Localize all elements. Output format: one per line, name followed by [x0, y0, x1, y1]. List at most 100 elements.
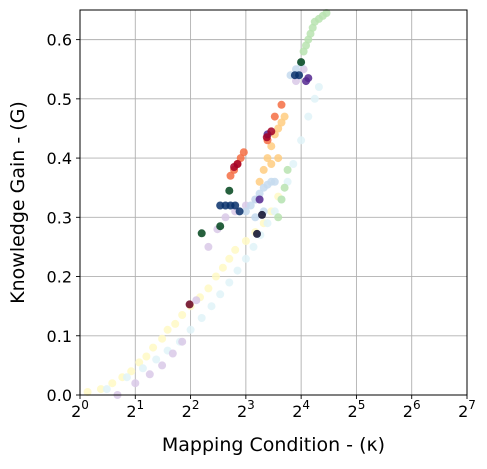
- data-point: [204, 242, 213, 251]
- data-point: [304, 74, 313, 83]
- data-point: [310, 94, 319, 103]
- data-point: [185, 300, 194, 309]
- data-point: [263, 219, 272, 228]
- data-point: [322, 9, 331, 17]
- data-point: [152, 355, 161, 364]
- data-point: [241, 207, 250, 216]
- grid: [79, 10, 468, 396]
- x-tick-label: 27: [458, 398, 476, 421]
- data-point: [274, 213, 283, 222]
- data-point: [236, 154, 245, 163]
- data-point: [277, 100, 286, 109]
- point-series: [83, 192, 283, 396]
- data-points: [83, 9, 331, 399]
- data-point: [96, 385, 105, 394]
- data-point: [108, 379, 117, 388]
- data-point: [297, 136, 306, 145]
- x-tick-label: 26: [403, 398, 421, 421]
- data-point: [131, 379, 140, 388]
- data-point: [171, 319, 180, 328]
- x-tick-label: 25: [348, 398, 366, 421]
- x-tick-label: 20: [71, 398, 89, 421]
- data-point: [246, 201, 255, 210]
- data-point: [192, 296, 201, 305]
- y-axis-label: Knowledge Gain - (G): [7, 101, 29, 304]
- data-point: [280, 112, 289, 121]
- data-point: [314, 83, 323, 91]
- point-series: [253, 210, 266, 238]
- data-point: [197, 229, 206, 238]
- data-point: [263, 154, 272, 163]
- data-point: [304, 112, 313, 121]
- data-point: [239, 148, 248, 157]
- data-point: [258, 210, 266, 219]
- data-point: [233, 266, 242, 275]
- data-point: [295, 71, 304, 80]
- data-point: [274, 124, 283, 133]
- data-point: [225, 278, 234, 287]
- x-tick-label: 23: [237, 398, 255, 421]
- data-point: [277, 118, 286, 127]
- data-point: [158, 334, 167, 343]
- data-point: [289, 160, 298, 168]
- data-point: [212, 272, 220, 281]
- point-series: [255, 112, 289, 186]
- y-tick-label: 0.4: [47, 149, 72, 168]
- x-tick-label: 21: [126, 398, 144, 421]
- data-point: [135, 358, 144, 367]
- data-point: [158, 361, 167, 370]
- data-point: [178, 337, 187, 346]
- data-point: [259, 165, 268, 174]
- data-point: [226, 171, 235, 180]
- point-series: [185, 300, 194, 309]
- data-point: [267, 142, 276, 151]
- data-point: [216, 222, 225, 231]
- data-point: [207, 302, 216, 311]
- data-point: [138, 364, 147, 373]
- y-tick-label: 0.6: [47, 31, 72, 50]
- data-point: [233, 160, 242, 168]
- point-series: [197, 58, 306, 238]
- data-point: [267, 160, 276, 168]
- data-point: [218, 263, 227, 272]
- data-point: [225, 254, 234, 263]
- data-point: [231, 245, 240, 254]
- x-axis-label: Mapping Condition - (κ): [162, 434, 385, 456]
- y-tick-label: 0.5: [47, 90, 72, 109]
- x-tick-label: 24: [292, 398, 310, 421]
- data-point: [102, 385, 111, 394]
- data-point: [274, 154, 283, 163]
- data-point: [308, 23, 317, 32]
- data-point: [241, 254, 250, 263]
- data-point: [249, 242, 258, 251]
- y-tick-label: 0.3: [47, 208, 72, 227]
- data-point: [280, 183, 289, 192]
- point-series: [216, 71, 304, 216]
- data-point: [142, 352, 151, 361]
- data-point: [186, 325, 195, 334]
- data-point: [235, 207, 244, 216]
- y-tick-label: 0.2: [47, 268, 72, 287]
- data-point: [253, 229, 261, 238]
- data-point: [149, 343, 158, 352]
- data-point: [216, 290, 225, 299]
- data-point: [221, 213, 230, 222]
- data-point: [283, 165, 292, 174]
- data-point: [270, 112, 279, 121]
- data-point: [225, 186, 234, 195]
- data-point: [241, 237, 250, 245]
- data-point: [145, 370, 154, 379]
- data-point: [122, 373, 131, 382]
- data-point: [299, 47, 308, 56]
- y-tick-label: 0.0: [47, 386, 72, 405]
- data-point: [127, 367, 136, 376]
- plot-frame: [79, 9, 468, 396]
- data-point: [163, 325, 172, 334]
- data-point: [262, 133, 271, 142]
- data-point: [168, 349, 177, 358]
- x-tick-label: 22: [182, 398, 200, 421]
- data-point: [204, 284, 213, 293]
- point-series: [230, 127, 276, 171]
- data-point: [255, 177, 264, 186]
